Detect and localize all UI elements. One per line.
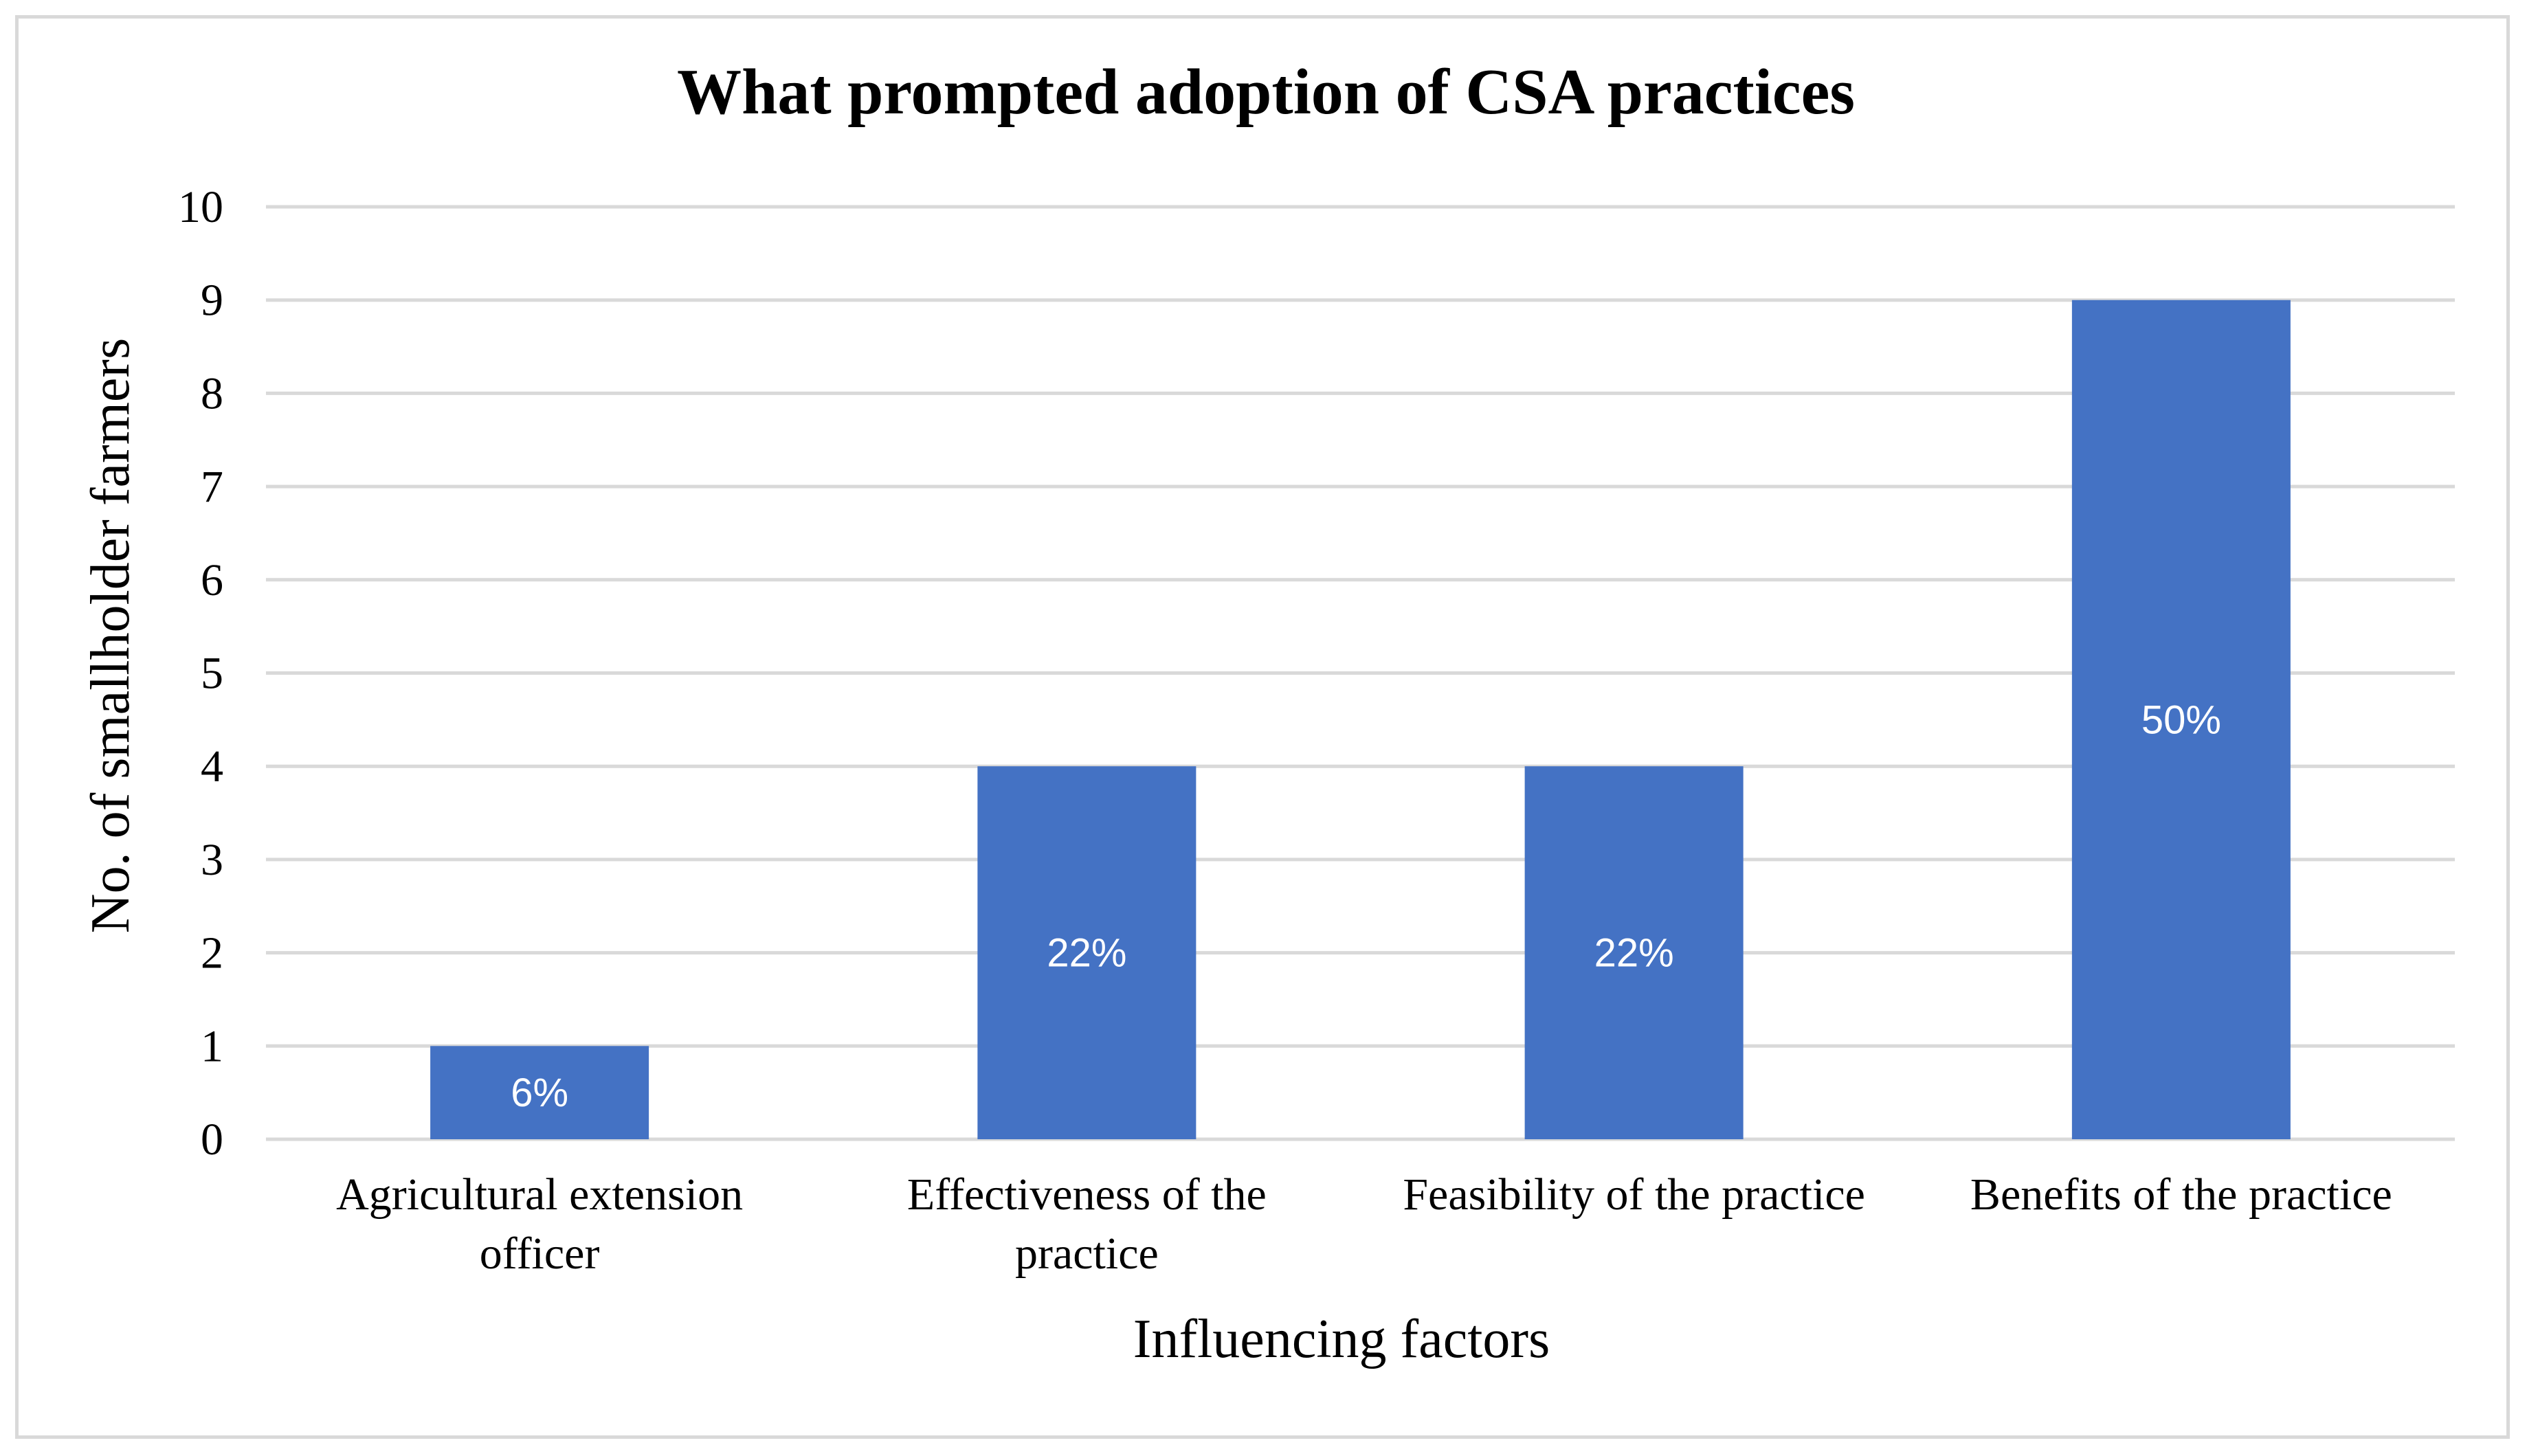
chart-frame: What prompted adoption of CSA practices …: [15, 15, 2510, 1439]
bar: [2071, 300, 2291, 1140]
y-tick-label: 2: [201, 928, 223, 978]
data-label: 50%: [2141, 697, 2221, 742]
bars: [430, 300, 2291, 1140]
y-tick-label: 6: [201, 555, 223, 605]
x-category-label: Benefits of the practice: [1970, 1169, 2392, 1220]
x-category-label: Agricultural extension officer: [336, 1169, 743, 1279]
data-labels: 6% 22% 22% 50%: [511, 697, 2221, 1115]
data-label: 22%: [1047, 931, 1126, 976]
y-tick-label: 4: [201, 741, 223, 792]
y-tick-label: 0: [201, 1115, 223, 1165]
data-label: 22%: [1594, 931, 1674, 976]
y-tick-label: 10: [178, 182, 223, 232]
bar: [977, 766, 1196, 1139]
bar: [1524, 766, 1744, 1139]
y-tick-label: 5: [201, 649, 223, 699]
x-axis-categories: Agricultural extension officer Effectivene…: [336, 1169, 2392, 1279]
y-axis-ticks: 0 1 2 3 4 5 6 7 8 9 10: [178, 182, 223, 1165]
y-tick-label: 7: [201, 462, 223, 512]
y-axis-title: No. of smallholder farmers: [80, 338, 141, 933]
chart-title: What prompted adoption of CSA practices: [677, 56, 1855, 128]
y-tick-label: 1: [201, 1021, 223, 1071]
bar-chart: What prompted adoption of CSA practices …: [80, 56, 2455, 1369]
y-tick-label: 3: [201, 835, 223, 885]
x-category-label: Effectiveness of the practice: [907, 1169, 1267, 1279]
data-label: 6%: [511, 1071, 568, 1115]
y-tick-label: 9: [201, 276, 223, 326]
x-category-label: Feasibility of the practice: [1403, 1169, 1865, 1220]
x-axis-title: Influencing factors: [1133, 1309, 1550, 1369]
bar: [430, 1046, 649, 1139]
y-tick-label: 8: [201, 368, 223, 418]
